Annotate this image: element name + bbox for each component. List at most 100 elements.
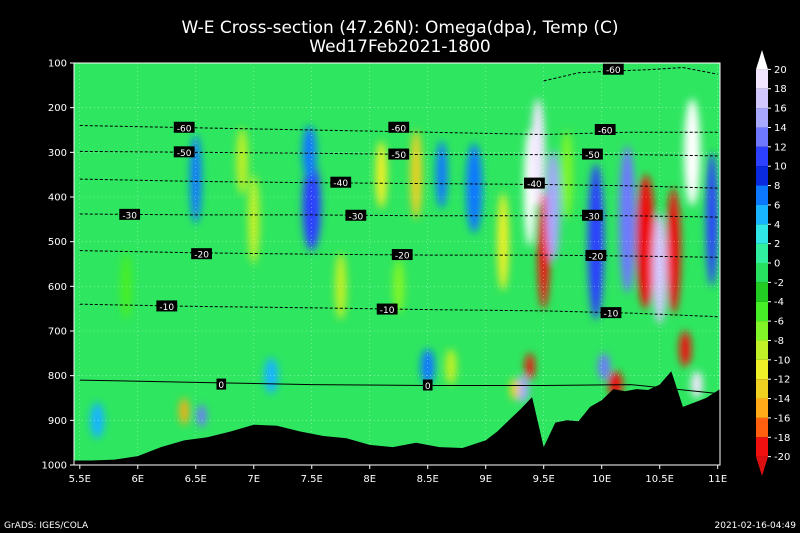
- svg-text:-50: -50: [585, 151, 600, 161]
- contour-label: -20: [191, 248, 212, 261]
- colorbar-label: 2: [774, 239, 780, 250]
- contour-label: -10: [156, 300, 178, 313]
- isotherm-line: [79, 125, 718, 136]
- contour-label: -50: [173, 146, 195, 159]
- svg-text:-10: -10: [380, 306, 395, 316]
- colorbar-label: -14: [774, 394, 790, 405]
- x-tick-label: 5.5E: [69, 474, 91, 485]
- svg-text:-30: -30: [348, 212, 363, 222]
- contour-labels: -60 -60 -60 -60 -50 -50 -50 -40 -40 -30 -30 -30 -20 -…: [119, 63, 624, 392]
- contour-label: -40: [524, 177, 545, 190]
- colorbar-label: -20: [774, 452, 790, 463]
- isotherm-line: [543, 66, 718, 82]
- contour-label: -20: [585, 249, 607, 262]
- x-tick-label: 10.5E: [645, 474, 674, 485]
- contour-label: -60: [602, 63, 624, 76]
- svg-text:-10: -10: [604, 310, 619, 320]
- svg-text:-20: -20: [589, 252, 604, 262]
- y-tick-label: 400: [48, 193, 67, 204]
- omega-core: [196, 404, 207, 428]
- colorbar-swatch: [756, 166, 768, 186]
- omega-core: [587, 163, 605, 320]
- omega-core: [497, 192, 509, 291]
- colorbar-swatch: [756, 127, 768, 147]
- x-tick-label: 8E: [363, 474, 376, 485]
- omega-core: [179, 398, 189, 425]
- chart-title: W-E Cross-section (47.26N): Omega(dpa), …: [181, 18, 618, 38]
- colorbar-swatch: [756, 379, 768, 399]
- colorbar-swatch: [756, 398, 768, 418]
- isotherm-line: [79, 178, 718, 189]
- contour-label: -30: [582, 209, 603, 222]
- colorbar-label: -4: [774, 297, 784, 308]
- omega-core: [636, 174, 656, 309]
- omega-core: [652, 212, 667, 325]
- contour-label: -60: [173, 121, 195, 134]
- contour-label: -60: [388, 121, 410, 134]
- colorbar-swatch: [756, 69, 768, 89]
- svg-text:-20: -20: [395, 252, 410, 262]
- colorbar-swatch: [756, 301, 768, 322]
- colorbar-label: -6: [774, 317, 784, 328]
- footer-credit: GrADS: IGES/COLA: [4, 521, 89, 531]
- omega-core: [684, 98, 701, 206]
- colorbar-label: -2: [774, 278, 784, 289]
- x-axis: 5.5E 6E 6.5E 7E 7.5E 8E 8.5E 9E 9.5E 10E 10.5E 11E: [69, 465, 727, 485]
- omega-core: [666, 188, 681, 314]
- plot-frame: [73, 62, 721, 466]
- colorbar-label: 10: [774, 162, 787, 173]
- grid-lines: [74, 62, 720, 466]
- omega-core: [375, 141, 388, 209]
- omega-core: [410, 130, 422, 220]
- colorbar-label: -16: [774, 413, 790, 424]
- plot-area: -60 -60 -60 -60 -50 -50 -50 -40 -40 -30 -30 -30 -20 -…: [73, 62, 721, 466]
- terrain-mask: [74, 371, 720, 465]
- colorbar-label: 8: [774, 181, 780, 192]
- svg-text:-60: -60: [177, 124, 192, 134]
- colorbar-swatch: [756, 359, 768, 380]
- y-tick-label: 200: [48, 103, 67, 114]
- omega-core: [466, 143, 483, 233]
- omega-field: [90, 98, 718, 439]
- colorbar-label: -18: [774, 433, 790, 444]
- colorbar-label: 14: [774, 123, 787, 134]
- colorbar-label: 6: [774, 200, 780, 211]
- omega-core: [691, 371, 703, 398]
- colorbar-swatch: [756, 340, 768, 360]
- svg-text:-40: -40: [527, 180, 542, 190]
- svg-text:-60: -60: [391, 124, 406, 134]
- svg-text:-60: -60: [598, 127, 613, 137]
- omega-core: [420, 348, 435, 385]
- contour-label: -30: [345, 209, 367, 222]
- isotherm-line: [79, 150, 718, 157]
- x-tick-label: 10E: [592, 474, 611, 485]
- x-tick-label: 11E: [708, 474, 727, 485]
- svg-text:-30: -30: [122, 211, 137, 221]
- colorbar-swatch: [756, 263, 768, 283]
- chart-subtitle: Wed17Feb2021-1800: [309, 37, 490, 57]
- colorbar: 20181614121086420-2-4-6-8-10-12-14-16-18…: [756, 50, 790, 476]
- contour-label: -10: [600, 307, 622, 320]
- colorbar-swatch: [756, 50, 768, 70]
- colorbar-label: 12: [774, 142, 787, 153]
- colorbar-label: -10: [774, 355, 790, 366]
- isotherm-line: [79, 213, 718, 218]
- svg-text:0: 0: [218, 381, 224, 391]
- contour-label: -50: [388, 148, 410, 161]
- omega-core: [445, 348, 457, 385]
- svg-text:-40: -40: [333, 179, 348, 189]
- x-tick-label: 6E: [131, 474, 144, 485]
- y-axis: 100 200 300 400 500 600 700 800 900 1000: [42, 59, 74, 472]
- omega-core: [510, 377, 520, 401]
- omega-core: [264, 357, 279, 394]
- contour-label: -40: [330, 176, 352, 189]
- colorbar-label: 20: [774, 65, 787, 76]
- y-tick-label: 800: [48, 371, 67, 382]
- colorbar-swatch: [756, 456, 768, 476]
- x-tick-label: 8.5E: [417, 474, 439, 485]
- omega-core: [236, 127, 248, 195]
- svg-text:-20: -20: [194, 251, 209, 261]
- x-tick-label: 7E: [247, 474, 260, 485]
- colorbar-swatch: [756, 282, 768, 302]
